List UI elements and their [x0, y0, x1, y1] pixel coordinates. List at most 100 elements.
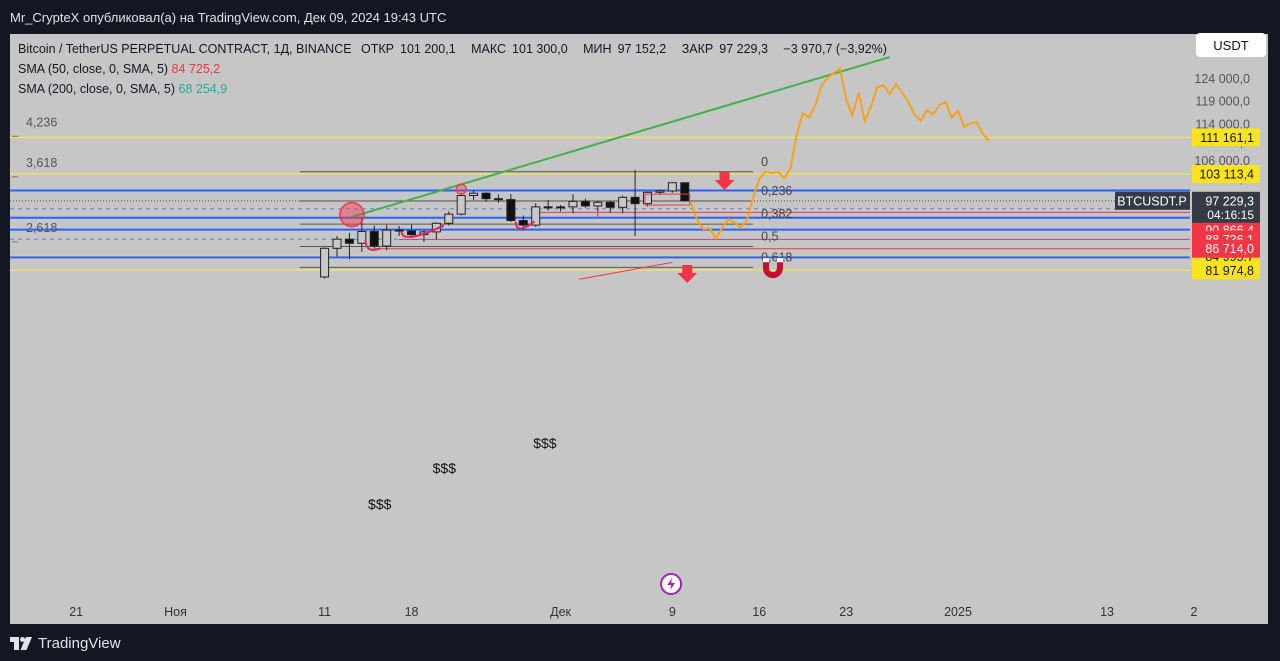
x-axis-tick-label: 9 — [669, 605, 676, 619]
liquidity-label: $$$ — [368, 496, 392, 512]
candle-bullish[interactable] — [568, 200, 578, 208]
currency-button[interactable]: USDT — [1196, 33, 1266, 57]
magnet-icon-tip — [762, 258, 769, 263]
current-price-box — [1192, 191, 1260, 223]
candle-bearish[interactable] — [344, 238, 354, 244]
x-axis-tick-label: 18 — [405, 605, 419, 619]
x-axis-tick-label: 2025 — [944, 605, 972, 619]
candle-bearish[interactable] — [506, 199, 516, 222]
trend-line-red[interactable] — [579, 261, 673, 280]
liquidity-label: $$$ — [533, 435, 557, 451]
chart-background — [10, 34, 1268, 624]
price-label: 81 974,8 — [1205, 264, 1254, 278]
y-axis-tick-label: 119 000,0 — [1195, 95, 1250, 109]
x-axis-tick-label: 13 — [1100, 605, 1114, 619]
candle-bearish[interactable] — [680, 182, 690, 202]
order-block-box[interactable] — [644, 193, 691, 206]
publication-title: Mr_CrypteX опубликовал(а) на TradingView… — [10, 10, 447, 25]
fib-level-label: 0,382 — [761, 207, 792, 221]
tradingview-logo-icon — [10, 637, 32, 650]
sma50-label[interactable]: SMA (50, close, 0, SMA, 5) — [18, 62, 169, 76]
candle-bullish[interactable] — [456, 194, 466, 215]
candle-bearish[interactable] — [394, 229, 404, 232]
x-axis-tick-label: Ноя — [164, 605, 187, 619]
symbol-tag-box — [1115, 191, 1190, 210]
sma200-label[interactable]: SMA (200, close, 0, SMA, 5) — [18, 82, 176, 96]
candle-bearish[interactable] — [493, 198, 503, 201]
fib-level-label: 0 — [761, 155, 768, 169]
candle-bullish[interactable] — [655, 190, 665, 193]
candle-bullish[interactable] — [444, 213, 454, 224]
x-axis-tick-label: 2 — [1191, 605, 1198, 619]
fib-level-label: 0,5 — [761, 229, 778, 243]
y-axis-tick-label: 106 000,0 — [1194, 154, 1250, 168]
low-label: МИН — [583, 42, 612, 56]
open-value: 101 200,1 — [400, 42, 456, 56]
highlight-circle[interactable] — [455, 183, 467, 195]
tradingview-logo[interactable]: TradingView — [10, 635, 121, 652]
candle-bearish[interactable] — [605, 201, 615, 208]
low-value: 97 152,2 — [617, 42, 667, 56]
candle-bullish[interactable] — [531, 206, 541, 226]
candle-bullish[interactable] — [332, 238, 342, 249]
candle-bearish[interactable] — [630, 196, 640, 205]
high-value: 101 300,0 — [512, 42, 568, 56]
candle-bullish[interactable] — [357, 230, 367, 244]
liquidity-sweep-mark — [514, 220, 536, 230]
liquidity-sweep-mark — [400, 224, 445, 238]
candle-bullish[interactable] — [618, 196, 628, 208]
candle-bearish[interactable] — [543, 206, 553, 209]
candle-bearish[interactable] — [369, 230, 379, 247]
fib-extension-label: 4,236 — [26, 115, 57, 129]
candle-bearish[interactable] — [518, 220, 528, 226]
price-label-box — [1192, 128, 1260, 147]
candle-bearish[interactable] — [407, 230, 417, 236]
close-value: 97 229,3 — [719, 42, 768, 56]
price-label: 111 161,1 — [1200, 131, 1254, 145]
symbol-tag: BTCUSDT.P — [1117, 194, 1186, 208]
liquidity-sweep-mark — [364, 239, 381, 251]
x-axis-tick-label: Дек — [550, 605, 571, 619]
x-axis-tick-label: 11 — [318, 605, 331, 619]
candle-bearish[interactable] — [580, 200, 590, 207]
open-label: ОТКР — [361, 42, 395, 56]
change-value: −3 970,7 (−3,92%) — [783, 42, 887, 56]
bottom-bar: TradingView — [0, 627, 1280, 661]
projection-path[interactable] — [690, 66, 990, 241]
candle-bullish[interactable] — [320, 247, 330, 278]
sma200-value: 68 254,9 — [178, 82, 228, 96]
sma50-value: 84 725,2 — [171, 62, 221, 76]
candle-bullish[interactable] — [667, 182, 677, 192]
y-axis-tick-label: 124 000,0 — [1194, 72, 1250, 86]
current-price-label: 97 229,3 — [1205, 194, 1254, 208]
countdown-label: 04:16:15 — [1207, 208, 1254, 222]
candle-bearish[interactable] — [481, 192, 491, 200]
lightning-glyph — [667, 578, 676, 590]
trend-line-green[interactable] — [351, 56, 890, 218]
liquidity-label: $$$ — [433, 460, 457, 476]
close-label: ЗАКР — [681, 42, 714, 56]
price-label-box — [1192, 239, 1260, 258]
magnet-icon — [762, 262, 783, 279]
highlight-circle[interactable] — [339, 201, 365, 228]
fib-level-label: 0,236 — [761, 184, 792, 198]
down-arrow-icon — [714, 172, 735, 190]
candle-bullish[interactable] — [556, 206, 566, 209]
x-axis-tick-label: 21 — [69, 605, 83, 619]
price-label: 103 113,4 — [1199, 168, 1254, 182]
y-axis-tick-label: 114 000,0 — [1195, 117, 1250, 131]
price-label-box — [1192, 165, 1260, 184]
chart-legend: Bitcoin / TetherUS PERPETUAL CONTRACT, 1… — [18, 39, 893, 99]
symbol-title[interactable]: Bitcoin / TetherUS PERPETUAL CONTRACT, 1… — [18, 42, 352, 56]
candle-bullish[interactable] — [593, 201, 603, 207]
fib-extension-label: 3,618 — [26, 156, 57, 170]
candle-bullish[interactable] — [382, 229, 392, 247]
x-axis-tick-label: 16 — [752, 605, 766, 619]
fib-extension-label: 2,618 — [26, 221, 57, 235]
magnet-icon-tip — [776, 258, 783, 263]
x-axis-tick-label: 23 — [839, 605, 853, 619]
candle-bullish[interactable] — [643, 191, 652, 205]
brand-name: TradingView — [38, 635, 121, 652]
candle-bullish[interactable] — [469, 192, 479, 196]
